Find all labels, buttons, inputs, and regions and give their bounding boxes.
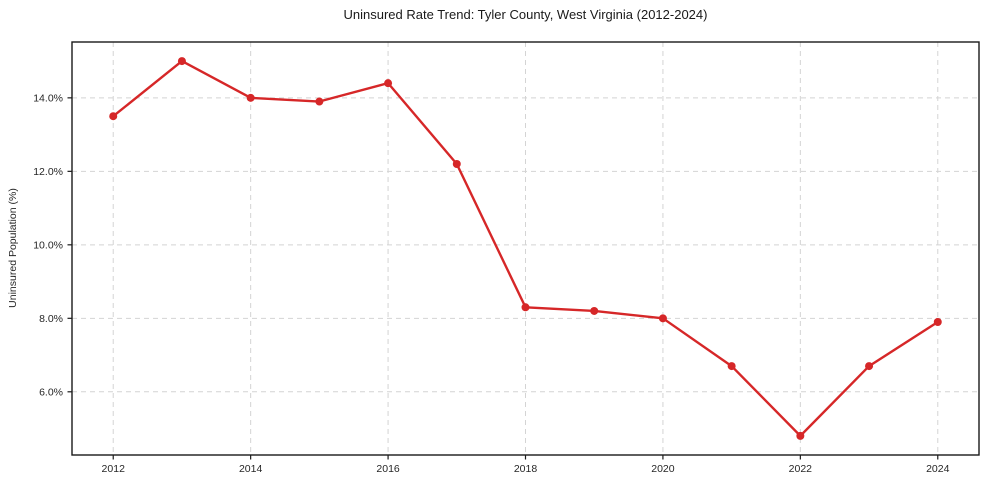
data-point-marker bbox=[658, 314, 667, 323]
data-point-marker bbox=[177, 57, 186, 66]
data-point-marker bbox=[865, 362, 874, 371]
data-point-marker bbox=[521, 303, 530, 312]
chart-title: Uninsured Rate Trend: Tyler County, West… bbox=[343, 7, 708, 22]
y-tick-label: 12.0% bbox=[33, 166, 63, 178]
data-point-marker bbox=[590, 306, 599, 315]
data-point-marker bbox=[109, 112, 118, 121]
data-point-marker bbox=[452, 159, 461, 168]
data-point-marker bbox=[246, 93, 255, 102]
y-tick-label: 6.0% bbox=[39, 386, 63, 398]
y-tick-label: 14.0% bbox=[33, 92, 63, 104]
data-point-marker bbox=[384, 79, 393, 88]
data-point-marker bbox=[727, 362, 736, 371]
x-tick-label: 2024 bbox=[926, 463, 950, 475]
x-tick-label: 2020 bbox=[651, 463, 675, 475]
data-point-marker bbox=[796, 431, 805, 440]
data-point-marker bbox=[933, 317, 942, 326]
x-tick-label: 2022 bbox=[789, 463, 813, 475]
y-tick-label: 10.0% bbox=[33, 239, 63, 251]
x-tick-label: 2018 bbox=[514, 463, 538, 475]
x-tick-label: 2014 bbox=[239, 463, 263, 475]
y-tick-label: 8.0% bbox=[39, 313, 63, 325]
x-tick-label: 2016 bbox=[376, 463, 400, 475]
x-tick-label: 2012 bbox=[102, 463, 126, 475]
data-point-marker bbox=[315, 97, 324, 106]
